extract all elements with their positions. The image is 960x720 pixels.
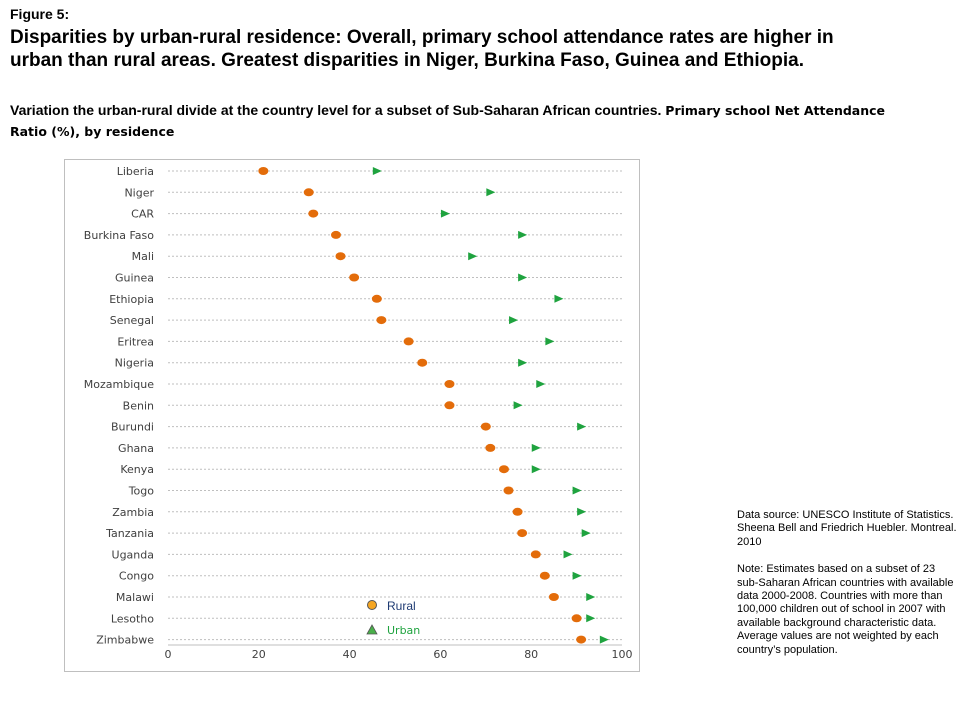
rural-point bbox=[485, 443, 496, 452]
rural-point bbox=[308, 209, 319, 218]
urban-point bbox=[577, 422, 587, 431]
rural-point bbox=[576, 635, 587, 644]
category-label: Ghana bbox=[118, 442, 154, 455]
category-label: Burundi bbox=[111, 421, 154, 434]
x-tick-label: 80 bbox=[524, 648, 538, 661]
category-label: Liberia bbox=[117, 165, 154, 178]
rural-point bbox=[444, 401, 455, 410]
category-label: Kenya bbox=[120, 463, 154, 476]
urban-point bbox=[513, 401, 523, 410]
urban-point bbox=[486, 188, 496, 197]
urban-point bbox=[509, 316, 519, 325]
rural-point bbox=[480, 422, 491, 431]
urban-point bbox=[599, 635, 609, 644]
category-label: Lesotho bbox=[111, 612, 154, 625]
category-label: Uganda bbox=[112, 548, 154, 561]
urban-point bbox=[518, 273, 528, 282]
rural-point bbox=[517, 529, 528, 538]
urban-point bbox=[554, 294, 564, 303]
legend-urban-marker bbox=[366, 624, 378, 635]
urban-point bbox=[563, 550, 573, 559]
x-tick-label: 60 bbox=[433, 648, 447, 661]
urban-point bbox=[545, 337, 555, 346]
category-label: Benin bbox=[123, 399, 154, 412]
category-label: Mali bbox=[132, 250, 154, 263]
urban-point bbox=[518, 230, 528, 239]
page-title: Disparities by urban-rural residence: Ov… bbox=[10, 27, 834, 71]
x-tick-label: 40 bbox=[343, 648, 357, 661]
gridlines bbox=[168, 170, 622, 646]
category-label: Togo bbox=[128, 485, 155, 498]
urban-point bbox=[577, 507, 587, 516]
methodology-note: Note: Estimates based on a subset of 23 … bbox=[737, 563, 954, 656]
rural-point bbox=[403, 337, 414, 346]
x-tick-label: 0 bbox=[165, 648, 172, 661]
category-label: Zimbabwe bbox=[96, 634, 154, 647]
urban-point bbox=[536, 380, 546, 388]
category-label: Senegal bbox=[110, 314, 154, 327]
urban-point bbox=[440, 209, 450, 218]
figure-label: Figure 5: bbox=[10, 6, 70, 22]
legend-urban-label: Urban bbox=[387, 624, 420, 637]
rural-point bbox=[503, 486, 514, 495]
category-label: Nigeria bbox=[115, 357, 154, 370]
category-label: Ethiopia bbox=[109, 293, 154, 306]
dot-plot: Liberia Niger CAR Burkina Faso Mali Guinea Eth… bbox=[84, 165, 633, 661]
rural-point bbox=[444, 380, 455, 388]
rural-point bbox=[498, 465, 509, 474]
rural-point bbox=[512, 507, 523, 516]
urban-point bbox=[372, 167, 382, 175]
urban-point bbox=[586, 614, 596, 623]
rural-point bbox=[371, 294, 382, 303]
rural-point bbox=[303, 188, 314, 197]
urban-point bbox=[586, 593, 596, 601]
category-label: Mozambique bbox=[84, 378, 154, 391]
data-source-note: Data source: UNESCO Institute of Statist… bbox=[737, 509, 957, 548]
category-label: Tanzania bbox=[105, 527, 154, 540]
category-label: Congo bbox=[119, 570, 154, 583]
rural-point bbox=[330, 230, 341, 239]
urban-point bbox=[531, 443, 541, 452]
chart-frame: Liberia Niger CAR Burkina Faso Mali Guinea Eth… bbox=[64, 159, 640, 672]
legend: Rural Urban bbox=[366, 599, 420, 637]
rural-point bbox=[349, 273, 360, 282]
rural-point bbox=[258, 167, 269, 175]
x-tick-label: 20 bbox=[252, 648, 266, 661]
legend-rural-label: Rural bbox=[387, 599, 416, 613]
rural-point bbox=[539, 571, 550, 580]
category-labels: Liberia Niger CAR Burkina Faso Mali Guinea Eth… bbox=[84, 165, 155, 647]
subtitle-main: Variation the urban-rural divide at the … bbox=[10, 102, 662, 118]
urban-point bbox=[581, 529, 591, 538]
urban-point bbox=[468, 252, 478, 261]
category-label: Guinea bbox=[115, 272, 154, 285]
category-label: Eritrea bbox=[117, 335, 154, 348]
subtitle-tail: Primary school Net Attendance Ratio (%),… bbox=[10, 103, 886, 139]
category-label: Zambia bbox=[112, 506, 154, 519]
legend-rural-marker bbox=[367, 600, 377, 610]
urban-point bbox=[518, 358, 528, 367]
category-label: Burkina Faso bbox=[84, 229, 154, 242]
rural-point bbox=[530, 550, 541, 559]
category-label: CAR bbox=[131, 208, 154, 221]
urban-point bbox=[572, 486, 582, 495]
category-label: Niger bbox=[124, 186, 154, 199]
chart-subtitle: Variation the urban-rural divide at the … bbox=[10, 100, 890, 142]
urban-point bbox=[531, 465, 541, 474]
rural-point bbox=[417, 358, 428, 367]
rural-point bbox=[548, 593, 559, 601]
category-label: Malawi bbox=[116, 591, 154, 604]
x-axis-ticks: 0 20 40 60 80 100 bbox=[165, 648, 633, 661]
x-tick-label: 100 bbox=[612, 648, 633, 661]
rural-point bbox=[335, 252, 346, 261]
rural-point bbox=[376, 316, 387, 325]
data-marks bbox=[258, 167, 609, 644]
notes-panel: Data source: UNESCO Institute of Statist… bbox=[737, 509, 957, 671]
rural-point bbox=[571, 614, 582, 623]
urban-point bbox=[572, 571, 582, 580]
